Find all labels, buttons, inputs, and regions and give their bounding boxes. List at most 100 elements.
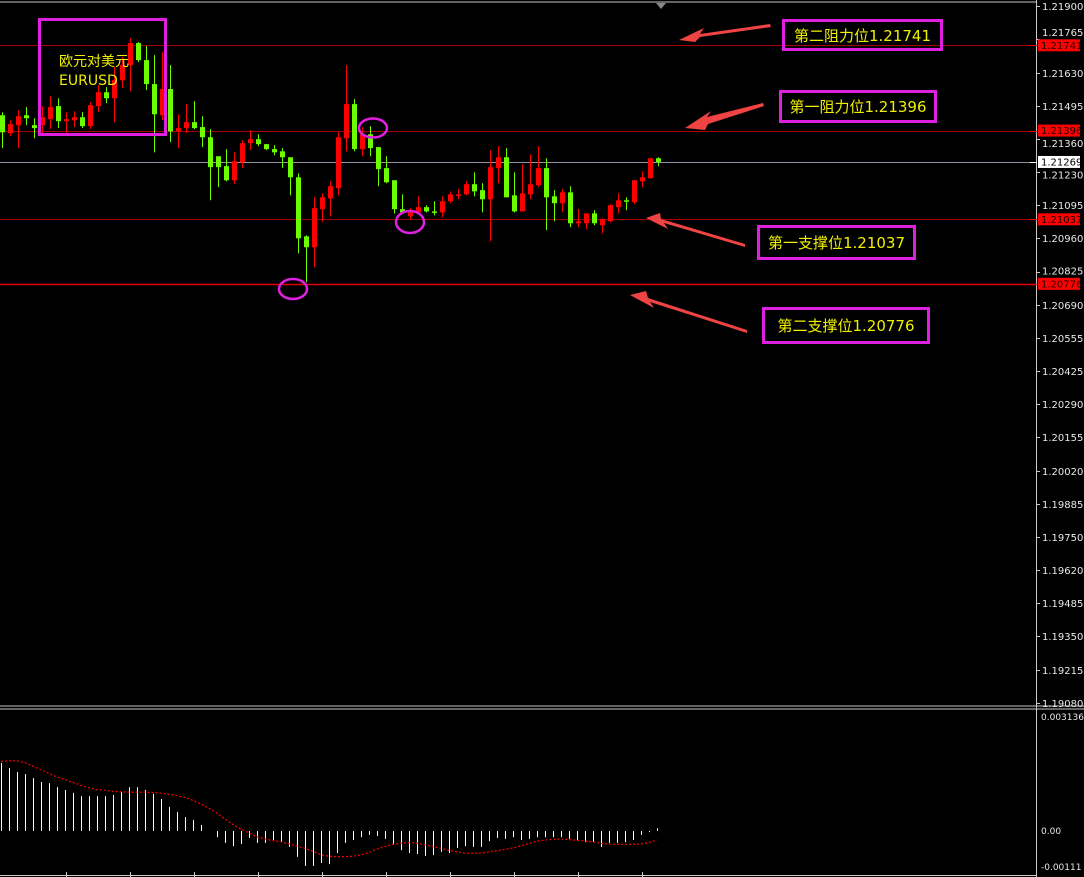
candle-body [208,137,213,168]
price-axis-label: 1.19620 [1042,566,1083,577]
candle-body [472,184,477,192]
candle-bearish [392,180,397,214]
candle-bearish [80,112,85,129]
level-price-badge-text: 1.21396 [1041,126,1082,137]
candle-bullish [640,171,645,188]
price-axis-label: 1.19080 [1042,699,1083,710]
candle-bullish [336,132,341,196]
candle-body [16,116,21,126]
price-axis-label: 1.20960 [1042,234,1083,245]
price-axis: 1.21900 1.21765 1.21630 1.21495 1.21360 1.212… [1030,2,1083,710]
candle-bullish [528,154,533,200]
candle-bullish [176,114,181,149]
candle-body [480,190,485,200]
candle-bullish [72,111,77,128]
candle-bullish [344,65,349,152]
candle-body [360,134,365,150]
price-axis-label: 1.21360 [1042,139,1083,150]
candle-bearish [544,158,549,231]
candle-body [304,236,309,248]
candle-bearish [400,194,405,214]
candle-bullish [312,197,317,268]
candle-body [112,80,117,99]
symbol-code: EURUSD [59,73,118,89]
candle-body [544,168,549,198]
candle-body [400,209,405,213]
arrow-icon [679,24,771,42]
candle-bullish [496,146,501,184]
price-axis-label: 1.19350 [1042,632,1083,643]
candle-body [656,158,661,162]
candle-body [624,200,629,202]
candle-body [592,213,597,224]
candle-body [336,137,341,189]
candle-bullish [8,120,13,137]
candle-body [272,149,277,153]
level-price-badge-text: 1.21741 [1041,41,1082,52]
candles [0,38,661,283]
price-axis-label: 1.20425 [1042,367,1083,378]
price-axis-label: 1.21230 [1042,170,1083,181]
resistance-2-label: 第二阻力位1.21741 [782,19,943,51]
candle-bullish [184,104,189,134]
candle-bearish [624,197,629,211]
candle-body [24,115,29,119]
candle-bullish [488,150,493,242]
candle-body [160,89,165,116]
candle-bearish [288,157,293,196]
level-price-badge-text: 1.20776 [1041,279,1082,290]
candle-bearish [592,210,597,226]
candle-bearish [552,190,557,222]
candle-body [88,105,93,127]
candle-body [328,186,333,199]
candle-body [376,147,381,170]
candle-bearish [104,87,109,104]
candle-body [128,43,133,66]
candle-body [256,139,261,145]
candle-body [296,177,301,239]
price-axis-label: 1.21900 [1042,2,1083,13]
candle-body [152,84,157,115]
candle-body [280,151,285,158]
candle-bullish [128,38,133,92]
candle-body [56,106,61,122]
candle-bearish [264,144,269,151]
candle-body [344,104,349,139]
candle-body [608,205,613,222]
macd-axis-label: 0.003136 [1041,713,1084,723]
candle-body [568,192,573,224]
annotation-marks [277,24,771,333]
candle-bearish [352,99,357,152]
candle-bullish [232,152,237,185]
candle-bullish [328,181,333,217]
candle-body [520,193,525,212]
shift-marker-icon [656,3,666,9]
macd-axis-label: 0.00 [1041,827,1061,837]
candle-body [640,177,645,182]
candle-body [504,157,509,198]
candle-body [64,119,69,122]
candle-bullish [360,127,365,157]
candle-body [32,125,37,129]
candle-bullish [320,193,325,223]
candle-body [536,168,541,186]
candle-body [384,168,389,183]
candle-bullish [160,52,165,121]
candle-body [408,212,413,217]
candle-body [464,184,469,195]
macd-axis-label: -0.00111 [1041,863,1081,873]
arrow-icon [630,291,747,333]
candle-body [240,143,245,163]
candle-bullish [120,57,125,89]
candle-bullish [112,67,117,123]
arrow-icon [646,213,745,247]
candle-bullish [440,196,445,218]
resistance-1-label: 第一阻力位1.21396 [779,90,937,123]
macd-panel: 0.003136 0.00 -0.00111 [0,713,1084,877]
candle-bullish [536,146,541,188]
candle-bearish [256,134,261,147]
candle-bearish [280,148,285,169]
candle-body [104,92,109,99]
candle-body [352,104,357,150]
